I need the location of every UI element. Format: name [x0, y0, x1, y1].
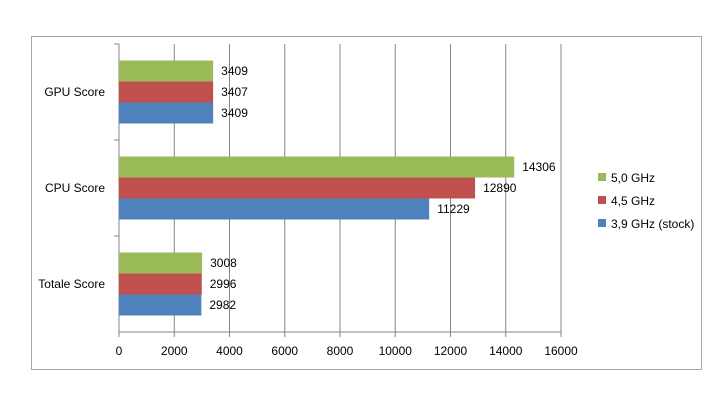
- legend-label-4-5-ghz: 4,5 GHz: [611, 194, 655, 208]
- bar-gpu-score-4-5-ghz: [119, 81, 214, 103]
- x-tick-label-14000: 14000: [489, 344, 523, 358]
- x-tick-label-6000: 6000: [271, 344, 298, 358]
- x-tick-label-0: 0: [116, 344, 123, 358]
- category-label-gpu-score: GPU Score: [44, 85, 105, 99]
- bar-totale-score-4-5-ghz: [119, 273, 202, 295]
- value-label-cpu-score-3-9-ghz-stock: 11229: [437, 202, 470, 216]
- bar-totale-score-5-0-ghz: [119, 252, 203, 274]
- value-label-cpu-score-4-5-ghz: 12890: [483, 181, 517, 195]
- legend-label-3-9-ghz-stock: 3,9 GHz (stock): [611, 217, 694, 231]
- legend-swatch-5-0-ghz: [598, 173, 606, 181]
- x-tick-label-16000: 16000: [544, 344, 578, 358]
- x-tick-label-4000: 4000: [216, 344, 243, 358]
- value-label-gpu-score-5-0-ghz: 3409: [221, 64, 248, 78]
- value-label-totale-score-4-5-ghz: 2996: [210, 277, 237, 291]
- category-label-totale-score: Totale Score: [38, 277, 105, 291]
- x-tick-label-10000: 10000: [379, 344, 413, 358]
- value-label-totale-score-3-9-ghz-stock: 2982: [209, 298, 236, 312]
- bar-cpu-score-3-9-ghz-stock: [119, 198, 430, 220]
- value-label-gpu-score-4-5-ghz: 3407: [221, 85, 248, 99]
- legend-label-5-0-ghz: 5,0 GHz: [611, 171, 655, 185]
- bar-totale-score-3-9-ghz-stock: [119, 294, 202, 316]
- x-tick-label-12000: 12000: [434, 344, 468, 358]
- bar-gpu-score-3-9-ghz-stock: [119, 102, 214, 124]
- x-tick-label-2000: 2000: [161, 344, 188, 358]
- x-tick-label-8000: 8000: [327, 344, 354, 358]
- category-label-cpu-score: CPU Score: [45, 181, 105, 195]
- bar-gpu-score-5-0-ghz: [119, 60, 214, 82]
- legend-swatch-4-5-ghz: [598, 196, 606, 204]
- bar-cpu-score-5-0-ghz: [119, 156, 515, 178]
- value-label-cpu-score-5-0-ghz: 14306: [522, 160, 556, 174]
- value-label-gpu-score-3-9-ghz-stock: 3409: [221, 106, 248, 120]
- value-label-totale-score-5-0-ghz: 3008: [210, 256, 237, 270]
- legend-swatch-3-9-ghz-stock: [598, 219, 606, 227]
- bar-cpu-score-4-5-ghz: [119, 177, 476, 199]
